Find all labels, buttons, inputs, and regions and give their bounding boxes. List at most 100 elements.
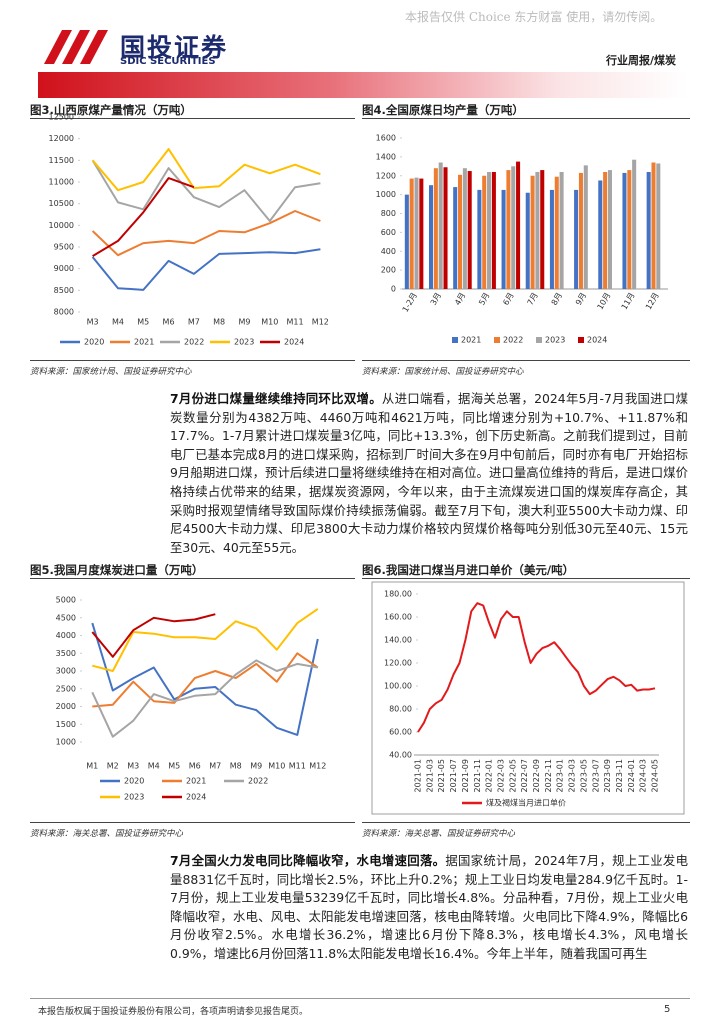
legend-label: 2024 — [186, 793, 206, 802]
legend-label: 2023 — [234, 338, 254, 347]
y-tick-label: 1500 — [56, 720, 76, 729]
x-tick-label: 2024-01 — [627, 759, 636, 792]
bar — [622, 172, 627, 289]
chart: 0 200 400 600 800 1000 1200 1400 1600 1-2月 3月 4月 5月 6… — [376, 134, 668, 345]
x-tick-label: M7 — [188, 318, 200, 327]
y-tick-label: 3500 — [56, 649, 76, 658]
series-line — [92, 608, 319, 672]
y-tick-label: 100.00 — [384, 682, 412, 691]
y-tick-label: 60.00 — [389, 728, 412, 737]
y-tick-label: 2000 — [56, 702, 76, 711]
bar — [549, 189, 554, 289]
figure-source: 资料来源：国家统计局、国投证券研究中心 — [30, 360, 355, 377]
legend-label: 2024 — [587, 336, 607, 345]
bar — [554, 176, 559, 289]
bar — [414, 177, 419, 289]
paragraph-lead: 7月全国火力发电同比降幅收窄，水电增速回落。 — [170, 853, 446, 868]
x-tick-label: M9 — [250, 762, 262, 771]
x-tick-label: 12月 — [644, 291, 661, 311]
legend-swatch — [536, 337, 542, 343]
y-tick-label: 4500 — [56, 613, 76, 622]
y-tick-label: 9000 — [54, 264, 74, 273]
bar — [578, 172, 583, 289]
series-line — [91, 148, 321, 192]
x-tick-label: M10 — [261, 318, 278, 327]
bar — [487, 171, 492, 289]
legend-label: 2023 — [124, 793, 144, 802]
x-tick-label: 2023-07 — [591, 759, 600, 792]
bar — [438, 162, 443, 289]
paragraph-lead: 7月份进口煤量继续维持同环比双增。 — [170, 391, 382, 406]
y-tick-label: 600 — [381, 228, 396, 237]
figure-title: 图4.全国原煤日均产量（万吨） — [362, 102, 690, 119]
figure-title: 图6.我国进口煤当月进口单价（美元/吨） — [362, 562, 690, 579]
y-tick-label: 180.00 — [384, 590, 412, 599]
series-line — [91, 248, 321, 291]
bar — [525, 192, 530, 289]
x-tick-label: M6 — [189, 762, 201, 771]
series-line — [92, 177, 195, 257]
bar — [656, 163, 661, 289]
series-line — [91, 210, 321, 257]
x-tick-label: 1-2月 — [401, 291, 419, 314]
legend-label: 2021 — [461, 336, 481, 345]
series-line — [91, 622, 319, 736]
x-tick-label: M11 — [287, 318, 304, 327]
y-tick-label: 12500 — [49, 113, 74, 122]
figure-source: 资料来源：海关总署、国投证券研究中心 — [362, 822, 690, 839]
y-tick-label: 3000 — [56, 667, 76, 676]
x-tick-label: 2021-07 — [449, 759, 458, 792]
bar — [603, 171, 608, 289]
y-tick-label: 11000 — [49, 178, 74, 187]
x-tick-label: 2023-05 — [579, 759, 588, 792]
bar — [530, 175, 535, 289]
x-tick-label: 2023-03 — [568, 759, 577, 792]
y-tick-label: 4000 — [56, 631, 76, 640]
series-line — [91, 159, 321, 222]
x-tick-label: M9 — [238, 318, 250, 327]
x-tick-label: 2024-03 — [639, 759, 648, 792]
bar — [462, 168, 467, 289]
x-tick-label: M8 — [230, 762, 242, 771]
legend-label: 2023 — [545, 336, 565, 345]
bar — [477, 189, 482, 289]
report-category: 行业周报/煤炭 — [606, 54, 677, 67]
bar — [467, 171, 472, 289]
legend-label: 煤及褐煤当月进口单价 — [486, 798, 566, 808]
figure-title: 图3.山西原煤产量情况（万吨） — [30, 102, 355, 119]
y-tick-label: 1200 — [376, 171, 396, 180]
bar — [482, 175, 487, 289]
bar — [501, 189, 506, 289]
header-band — [38, 72, 688, 98]
series-line — [91, 613, 216, 658]
bar — [651, 162, 656, 289]
x-tick-label: 2022-03 — [496, 759, 505, 792]
x-tick-label: 2021-05 — [437, 759, 446, 792]
bar — [607, 170, 612, 289]
x-tick-label: 4月 — [453, 291, 467, 307]
y-tick-label: 120.00 — [384, 659, 412, 668]
bar — [627, 170, 632, 289]
x-tick-label: 2022-05 — [508, 759, 517, 792]
paragraph-text: 据国家统计局，2024年7月，规上工业发电量8831亿千瓦时，同比增长2.5%，… — [170, 853, 688, 961]
bar — [598, 180, 603, 289]
x-tick-label: M5 — [168, 762, 180, 771]
x-tick-label: 6月 — [501, 291, 515, 307]
x-tick-label: 3月 — [429, 291, 443, 307]
x-tick-label: 2022-07 — [520, 759, 529, 792]
x-tick-label: 2024-05 — [651, 759, 660, 792]
y-tick-label: 1600 — [376, 134, 396, 143]
x-tick-label: M5 — [137, 318, 149, 327]
series-line — [91, 659, 318, 738]
x-tick-label: M6 — [163, 318, 175, 327]
bar — [535, 171, 540, 289]
y-tick-label: 1000 — [376, 190, 396, 199]
legend-label: 2022 — [503, 336, 523, 345]
x-tick-label: M3 — [127, 762, 139, 771]
legend-label: 2020 — [84, 338, 104, 347]
chart: 8000 8500 9000 9500 10000 10500 11000 11500 1200… — [49, 113, 329, 347]
y-tick-label: 140.00 — [384, 636, 412, 645]
figure-title: 图5.我国月度煤炭进口量（万吨） — [30, 562, 355, 579]
x-tick-label: 2021-01 — [414, 759, 423, 792]
